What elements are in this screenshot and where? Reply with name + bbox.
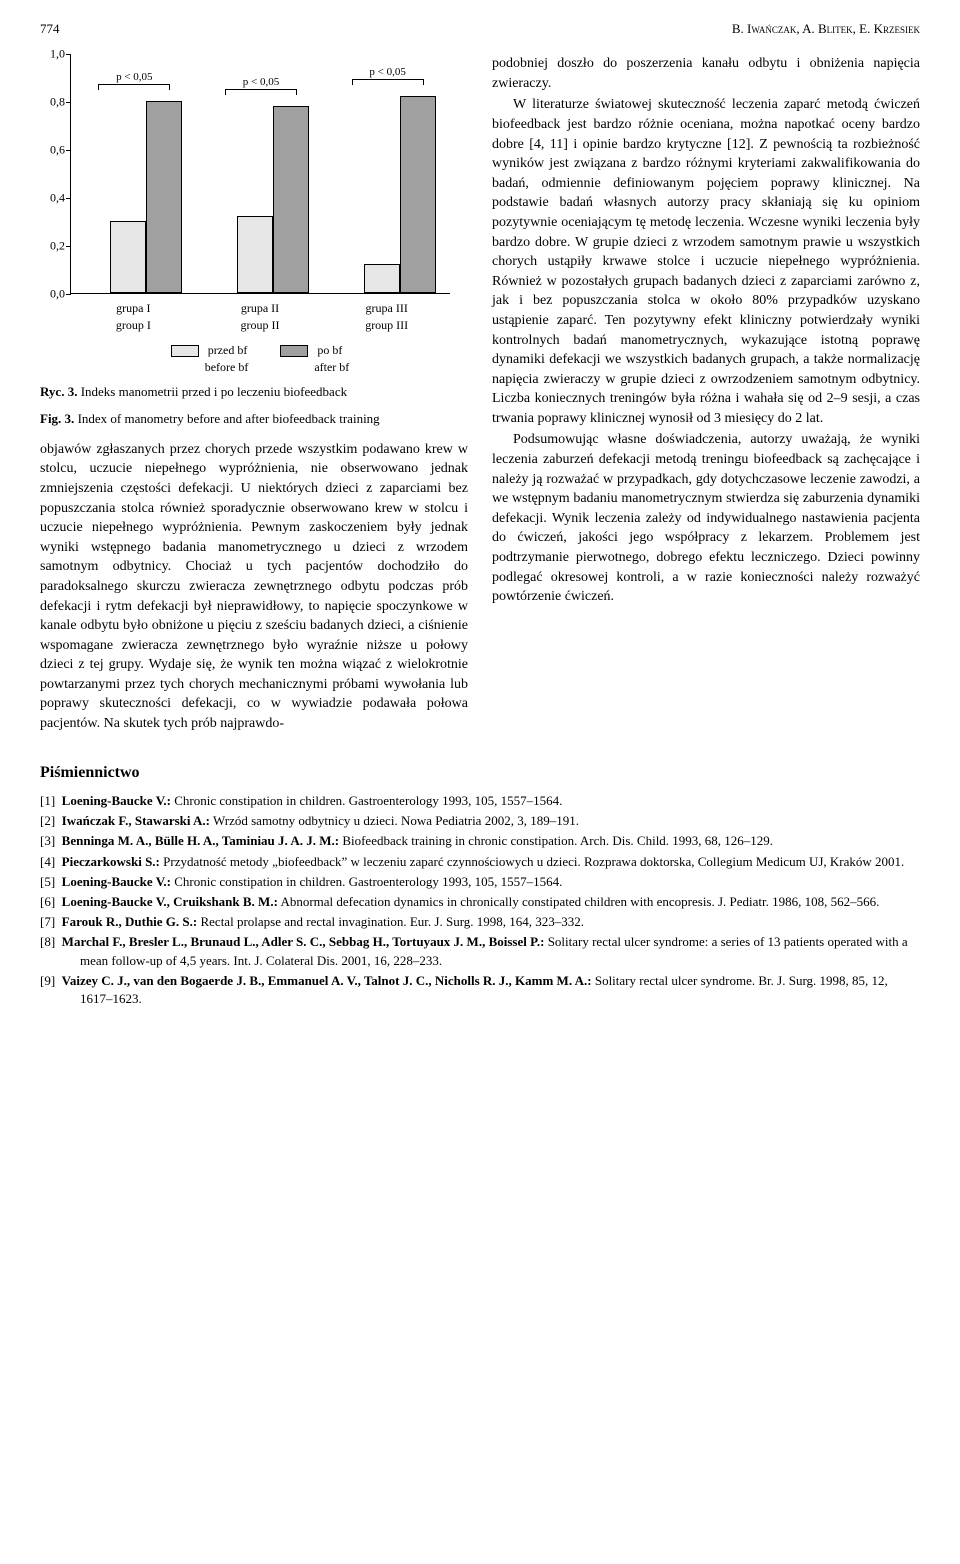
ytick: 0,0 <box>41 286 65 303</box>
bar-pre <box>364 264 400 293</box>
swatch-post <box>280 345 308 357</box>
bar-pre <box>110 221 146 293</box>
page-number: 774 <box>40 20 60 38</box>
bar-pre <box>237 216 273 293</box>
x-label: grupa Igroup I <box>70 300 197 334</box>
reference-item: [7] Farouk R., Duthie G. S.: Rectal prol… <box>80 913 920 931</box>
legend-post: po bf after bf <box>280 342 349 376</box>
caption-fig-label: Fig. 3. <box>40 411 74 426</box>
left-body-text: objawów zgłaszanych przez chorych przede… <box>40 440 468 734</box>
ytick-mark <box>66 294 71 295</box>
ytick: 0,4 <box>41 190 65 207</box>
swatch-pre <box>171 345 199 357</box>
reference-item: [1] Loening-Baucke V.: Chronic constipat… <box>80 792 920 810</box>
ytick-mark <box>66 198 71 199</box>
p-label: p < 0,05 <box>369 65 405 80</box>
ytick-mark <box>66 54 71 55</box>
ytick: 0,8 <box>41 94 65 111</box>
x-label: grupa IIgroup II <box>197 300 324 334</box>
reference-item: [4] Pieczarkowski S.: Przydatność metody… <box>80 853 920 871</box>
bar-group <box>96 101 196 293</box>
bar-chart: 0,00,20,40,60,81,0p < 0,05p < 0,05p < 0,… <box>70 54 450 294</box>
figure-3: 0,00,20,40,60,81,0p < 0,05p < 0,05p < 0,… <box>40 54 468 428</box>
two-column-layout: 0,00,20,40,60,81,0p < 0,05p < 0,05p < 0,… <box>40 54 920 733</box>
legend-pre: przed bf before bf <box>171 342 249 376</box>
reference-item: [3] Benninga M. A., Bülle H. A., Taminia… <box>80 832 920 850</box>
caption-ryc: Ryc. 3. Indeks manometrii przed i po lec… <box>40 383 468 401</box>
reference-item: [9] Vaizey C. J., van den Bogaerde J. B.… <box>80 972 920 1008</box>
reference-item: [6] Loening-Baucke V., Cruikshank B. M.:… <box>80 893 920 911</box>
left-column: 0,00,20,40,60,81,0p < 0,05p < 0,05p < 0,… <box>40 54 468 733</box>
reference-item: [2] Iwańczak F., Stawarski A.: Wrzód sam… <box>80 812 920 830</box>
caption-ryc-text: Indeks manometrii przed i po leczeniu bi… <box>81 384 347 399</box>
chart-x-labels: grupa Igroup Igrupa IIgroup IIgrupa IIIg… <box>70 300 450 334</box>
ytick: 0,2 <box>41 238 65 255</box>
ytick-mark <box>66 246 71 247</box>
references-list: [1] Loening-Baucke V.: Chronic constipat… <box>40 792 920 1008</box>
p-label: p < 0,05 <box>243 75 279 90</box>
caption-fig-text: Index of manometry before and after biof… <box>78 411 380 426</box>
caption-ryc-label: Ryc. 3. <box>40 384 77 399</box>
ytick: 0,6 <box>41 142 65 159</box>
header-authors: B. Iwańczak, A. Blitek, E. Krzesiek <box>732 20 920 38</box>
bar-post <box>273 106 309 293</box>
legend-post-pl: po bf <box>317 343 342 357</box>
right-body-p3: Podsumowując własne doświadczenia, autor… <box>492 430 920 606</box>
right-body-p1: podobniej doszło do poszerzenia kanału o… <box>492 54 920 93</box>
bar-group <box>223 106 323 293</box>
x-label: grupa IIIgroup III <box>323 300 450 334</box>
chart-legend: przed bf before bf po bf after bf <box>70 342 450 376</box>
ytick-mark <box>66 102 71 103</box>
caption-fig: Fig. 3. Index of manometry before and af… <box>40 410 468 428</box>
right-body-p2: W literaturze światowej skuteczność lecz… <box>492 95 920 428</box>
reference-item: [8] Marchal F., Bresler L., Brunaud L., … <box>80 933 920 969</box>
ytick-mark <box>66 150 71 151</box>
p-label: p < 0,05 <box>116 70 152 85</box>
bar-group <box>350 96 450 293</box>
legend-pre-en: before bf <box>205 360 249 374</box>
reference-item: [5] Loening-Baucke V.: Chronic constipat… <box>80 873 920 891</box>
legend-post-en: after bf <box>314 360 349 374</box>
bar-post <box>146 101 182 293</box>
references-heading: Piśmiennictwo <box>40 762 920 784</box>
right-column: podobniej doszło do poszerzenia kanału o… <box>492 54 920 733</box>
page-header: 774 B. Iwańczak, A. Blitek, E. Krzesiek <box>40 20 920 38</box>
bar-post <box>400 96 436 293</box>
legend-pre-pl: przed bf <box>208 343 248 357</box>
ytick: 1,0 <box>41 46 65 63</box>
